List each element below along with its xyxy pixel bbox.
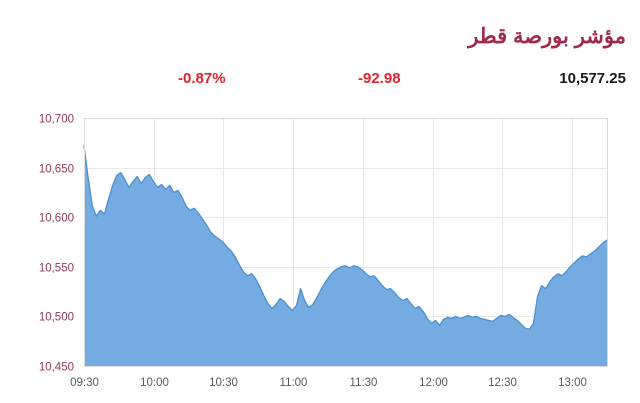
chart-plot-area: 10,450 10,500 10,550 10,600 10,650 10,700 09:… — [0, 100, 640, 403]
area-chart-svg: 10,450 10,500 10,550 10,600 10,650 10,700 09:… — [39, 114, 608, 389]
x-axis-tick-label: 11:00 — [280, 377, 308, 389]
x-axis-tick-label: 09:30 — [70, 377, 99, 389]
price-series — [83, 145, 608, 366]
y-axis-tick-label: 10,550 — [39, 263, 74, 275]
page-title: مؤشر بورصة قطر — [468, 25, 626, 48]
plot-border — [84, 118, 608, 367]
x-axis-tick-label: 11:30 — [350, 377, 378, 389]
y-axis-labels: 10,450 10,500 10,550 10,600 10,650 10,700 — [39, 114, 74, 374]
y-axis-tick-label: 10,650 — [39, 164, 74, 176]
series-area-fill — [84, 145, 607, 366]
x-axis-tick-label: 10:00 — [140, 377, 169, 389]
x-axis-labels: 09:30 10:00 10:30 11:00 11:30 12:00 12:30 13:00 — [70, 377, 587, 389]
series-line-stroke — [83, 145, 608, 330]
quote-summary-row: -0.87% -92.98 10,577.25 — [0, 70, 640, 96]
x-axis-tick-label: 10:30 — [209, 377, 238, 389]
change-percent: -0.87% — [178, 70, 226, 87]
y-axis-tick-label: 10,450 — [39, 362, 74, 374]
y-axis-tick-label: 10,700 — [39, 114, 74, 126]
change-absolute: -92.98 — [358, 70, 401, 87]
y-axis-tick-label: 10,600 — [39, 213, 74, 225]
x-axis-tick-label: 13:00 — [558, 377, 587, 389]
last-value: 10,577.25 — [559, 70, 626, 87]
x-axis-tick-label: 12:30 — [488, 377, 517, 389]
axis-border — [84, 118, 608, 367]
x-axis-tick-label: 12:00 — [419, 377, 448, 389]
y-axis-tick-label: 10,500 — [39, 312, 74, 324]
